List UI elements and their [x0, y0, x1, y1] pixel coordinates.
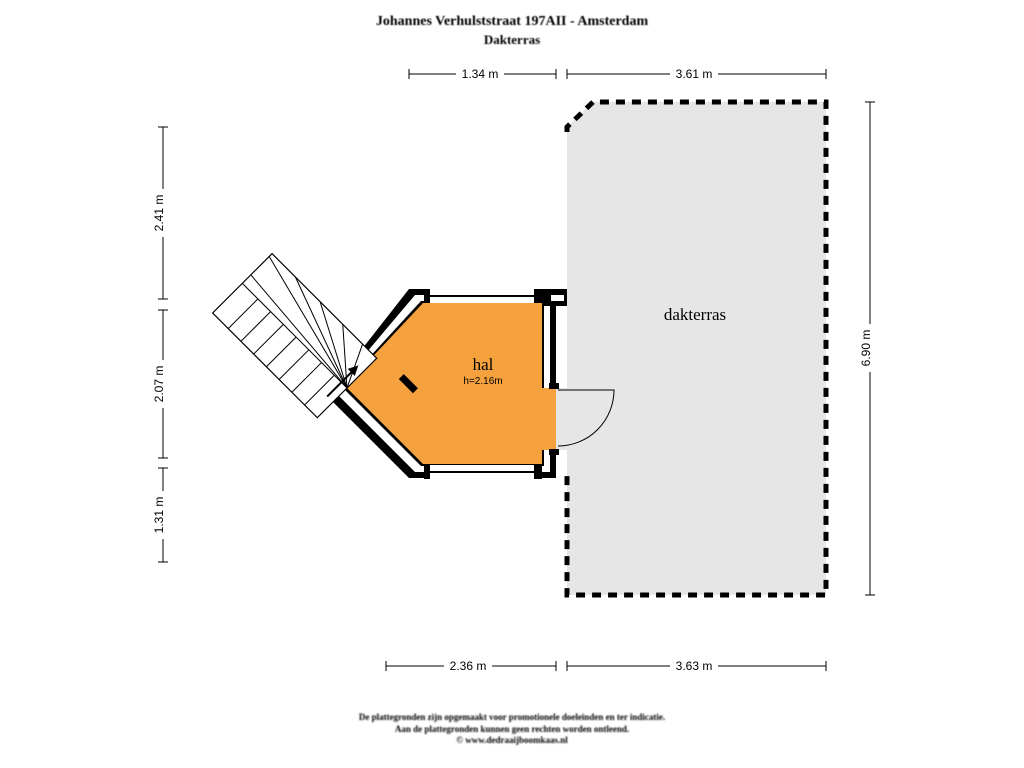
dim-bottom: 2.36 m 3.63 m: [386, 658, 826, 674]
dim-bottom-right: 3.63 m: [676, 659, 713, 673]
door-cap-top: [549, 383, 559, 389]
dim-right: 6.90 m: [859, 102, 878, 595]
hal-height-label: h=2.16m: [463, 376, 502, 387]
door-opening-inside: [542, 388, 556, 450]
footer-line1: De plattegronden zijn opgemaakt voor pro…: [0, 712, 1024, 723]
dakterras-label: dakterras: [664, 305, 726, 324]
footer-line3: © www.dedraaijboomkaas.nl: [0, 735, 1024, 746]
dim-top-right: 3.61 m: [676, 67, 713, 81]
dim-bottom-left: 2.36 m: [450, 659, 487, 673]
dim-top-left: 1.34 m: [462, 67, 499, 81]
floorplan-svg: dakterras hal h=2.16m 1.34 m 3.61 m 2.36…: [0, 0, 1024, 768]
footer-block: De plattegronden zijn opgemaakt voor pro…: [0, 712, 1024, 746]
hal-top-cap-r: [534, 289, 542, 303]
dim-left-bot: 1.31 m: [152, 497, 166, 534]
dim-left-top: 2.41 m: [152, 195, 166, 232]
hal-bot-cap-r: [534, 465, 542, 479]
footer-line2: Aan de plattegronden kunnen geen rechten…: [0, 724, 1024, 735]
dim-left-mid: 2.07 m: [152, 366, 166, 403]
hal-label: hal: [473, 355, 494, 374]
hal-bot-cap-l: [424, 465, 430, 479]
floorplan-page: Johannes Verhulststraat 197AII - Amsterd…: [0, 0, 1024, 768]
dim-top: 1.34 m 3.61 m: [409, 66, 826, 82]
dim-left: 2.41 m 2.07 m 1.31 m: [152, 127, 171, 562]
door-cap-bot: [549, 449, 559, 455]
dim-right-label: 6.90 m: [859, 330, 873, 367]
terrace-shape: [567, 102, 826, 595]
hal-top-cap-l: [424, 289, 430, 303]
connector-top-white: [551, 295, 564, 301]
